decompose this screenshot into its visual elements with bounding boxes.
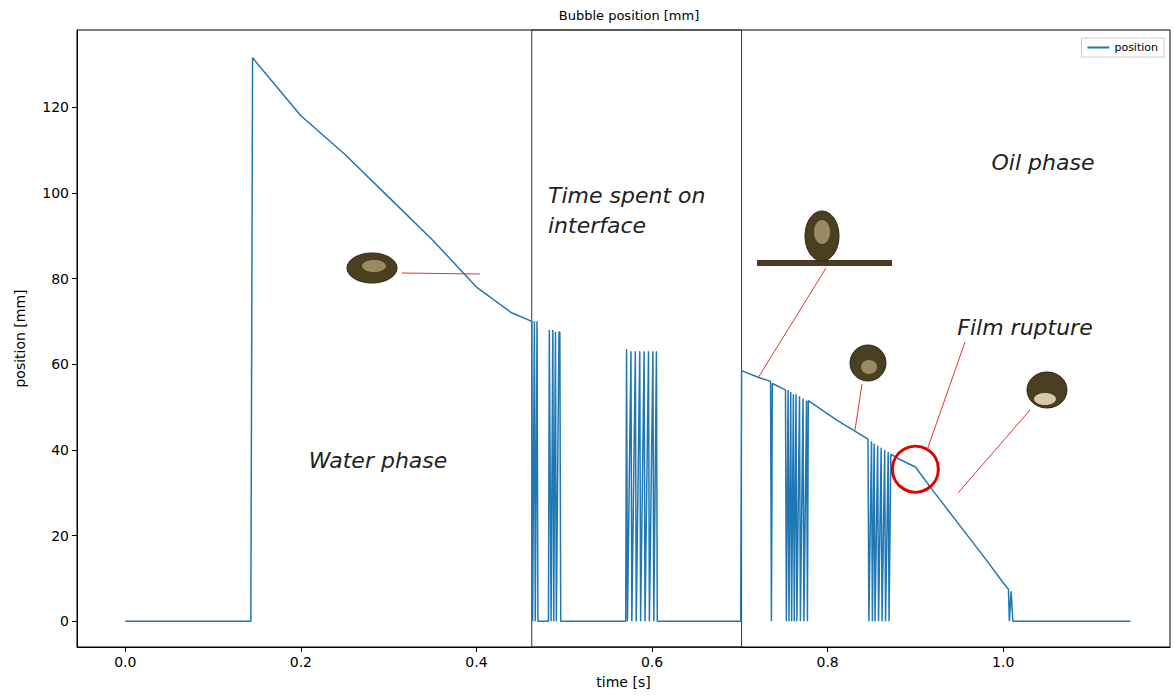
- svg-text:80: 80: [51, 271, 69, 287]
- svg-text:Oil phase: Oil phase: [992, 150, 1095, 175]
- svg-text:interface: interface: [548, 213, 646, 238]
- svg-text:0.8: 0.8: [816, 654, 838, 670]
- svg-text:position: position: [1114, 41, 1158, 54]
- svg-text:0: 0: [60, 613, 69, 629]
- svg-text:60: 60: [51, 356, 69, 372]
- svg-text:100: 100: [42, 185, 69, 201]
- svg-text:40: 40: [51, 442, 69, 458]
- svg-text:time [s]: time [s]: [596, 674, 650, 690]
- svg-text:120: 120: [42, 99, 69, 115]
- svg-text:0.4: 0.4: [465, 654, 487, 670]
- svg-text:0.2: 0.2: [290, 654, 312, 670]
- svg-text:0.0: 0.0: [114, 654, 136, 670]
- svg-text:position [mm]: position [mm]: [12, 289, 28, 387]
- svg-text:1.0: 1.0: [992, 654, 1014, 670]
- svg-text:Water phase: Water phase: [309, 448, 448, 473]
- svg-text:0.6: 0.6: [641, 654, 663, 670]
- svg-text:Film rupture: Film rupture: [957, 315, 1092, 340]
- svg-text:Time spent on: Time spent on: [548, 183, 705, 208]
- svg-text:Bubble position [mm]: Bubble position [mm]: [559, 8, 700, 23]
- svg-text:20: 20: [51, 528, 69, 544]
